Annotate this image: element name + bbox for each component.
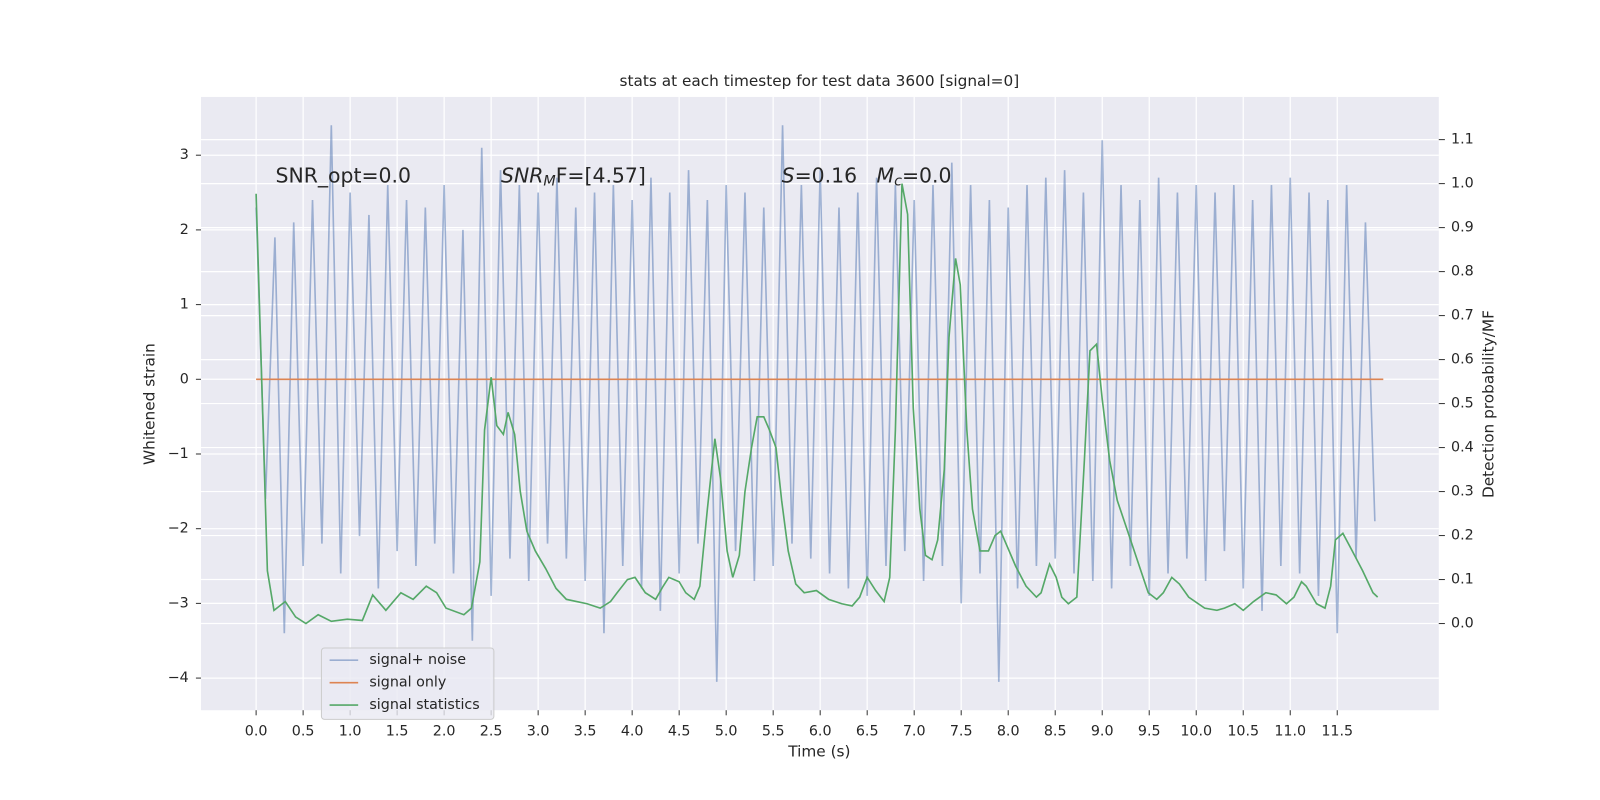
x-tick-label: 7.5 <box>950 724 973 740</box>
x-tick-label: 2.5 <box>480 724 503 740</box>
y-tick-label: 3 <box>180 147 189 163</box>
chart-title: stats at each timestep for test data 360… <box>620 72 1020 90</box>
annotation: S=0.16 <box>782 164 857 188</box>
annotation-text: =0.16 <box>795 164 858 188</box>
y2-tick-label: 0.2 <box>1451 528 1474 544</box>
x-tick-label: 5.5 <box>762 724 785 740</box>
legend-label: signal+ noise <box>369 652 466 668</box>
x-tick-label: 3.5 <box>574 724 597 740</box>
legend: signal+ noise signal only signal statistic… <box>320 647 495 720</box>
x-tick-label: 3.0 <box>527 724 550 740</box>
annotation: SNRMF=[4.57] <box>501 164 646 190</box>
x-axis-label: Time (s) <box>787 743 850 761</box>
x-tick-label: 11.0 <box>1274 724 1306 740</box>
y2-tick-label: 0.5 <box>1451 396 1474 412</box>
y2-tick-label: 1.1 <box>1451 132 1474 148</box>
x-tick-label: 8.0 <box>997 724 1020 740</box>
annotation-math: S <box>782 164 795 188</box>
y-tick-label: −3 <box>168 595 189 611</box>
annotation-text: F=[4.57] <box>556 164 646 188</box>
marks <box>255 125 1384 682</box>
annotation: SNR_opt=0.0 <box>276 164 412 189</box>
legend-label: signal only <box>369 675 446 691</box>
x-tick-label: 4.0 <box>621 724 644 740</box>
y2-tick-label: 0.8 <box>1451 264 1474 280</box>
series-line <box>255 183 1379 625</box>
x-tick-label: 10.0 <box>1180 724 1212 740</box>
y-tick-label: −4 <box>168 670 189 686</box>
y-tick-label: 2 <box>180 222 189 238</box>
annotation: Mc=0.0 <box>877 164 952 190</box>
y2-tick-label: 0.1 <box>1451 572 1474 588</box>
legend-box <box>320 647 495 720</box>
annotation-math: M <box>877 164 895 188</box>
y-tick-label: −2 <box>168 521 189 537</box>
x-tick-label: 5.0 <box>715 724 738 740</box>
y2-tick-label: 0.3 <box>1451 484 1474 500</box>
annotation-sub: M <box>543 174 555 190</box>
x-tick-label: 6.0 <box>809 724 832 740</box>
y2-tick-label: 0.7 <box>1451 308 1474 324</box>
annotation-text: =0.0 <box>902 164 952 188</box>
annotation-text: SNR_opt=0.0 <box>276 164 412 189</box>
legend-label: signal statistics <box>369 697 479 713</box>
y2-tick-label: 0.6 <box>1451 352 1474 368</box>
annotation-sub: c <box>894 174 902 190</box>
x-tick-label: 0.0 <box>245 724 268 740</box>
x-tick-label: 9.5 <box>1138 724 1161 740</box>
y2-tick-label: 1.0 <box>1451 176 1474 192</box>
x-tick-label: 4.5 <box>668 724 691 740</box>
y2-tick-label: 0.4 <box>1451 440 1474 456</box>
x-tick-label: 8.5 <box>1044 724 1067 740</box>
y2-tick-label: 0.9 <box>1451 220 1474 236</box>
x-tick-label: 6.5 <box>856 724 879 740</box>
x-tick-label: 9.0 <box>1091 724 1114 740</box>
y-axis-label: Whitened strain <box>141 343 159 465</box>
y-tick-label: −1 <box>168 446 189 462</box>
y-tick-label: 1 <box>180 297 189 313</box>
x-tick-label: 1.0 <box>339 724 362 740</box>
x-tick-label: 2.0 <box>433 724 456 740</box>
x-tick-label: 1.5 <box>386 724 409 740</box>
series-line <box>255 125 1376 682</box>
x-tick-label: 10.5 <box>1227 724 1259 740</box>
y2-tick-label: 0.0 <box>1451 616 1474 632</box>
y-tick-label: 0 <box>180 371 189 387</box>
annotation-math: SNR <box>501 164 543 188</box>
x-tick-label: 11.5 <box>1321 724 1353 740</box>
x-tick-label: 0.5 <box>292 724 315 740</box>
axes: 0.0 0.5 1.0 1.5 2.0 2.5 3.0 3.5 4.0 4.5 5.0 5.5 6.0 6… <box>168 132 1474 740</box>
y2-axis-label: Detection probability/MF <box>1479 310 1497 498</box>
x-tick-label: 7.0 <box>903 724 926 740</box>
